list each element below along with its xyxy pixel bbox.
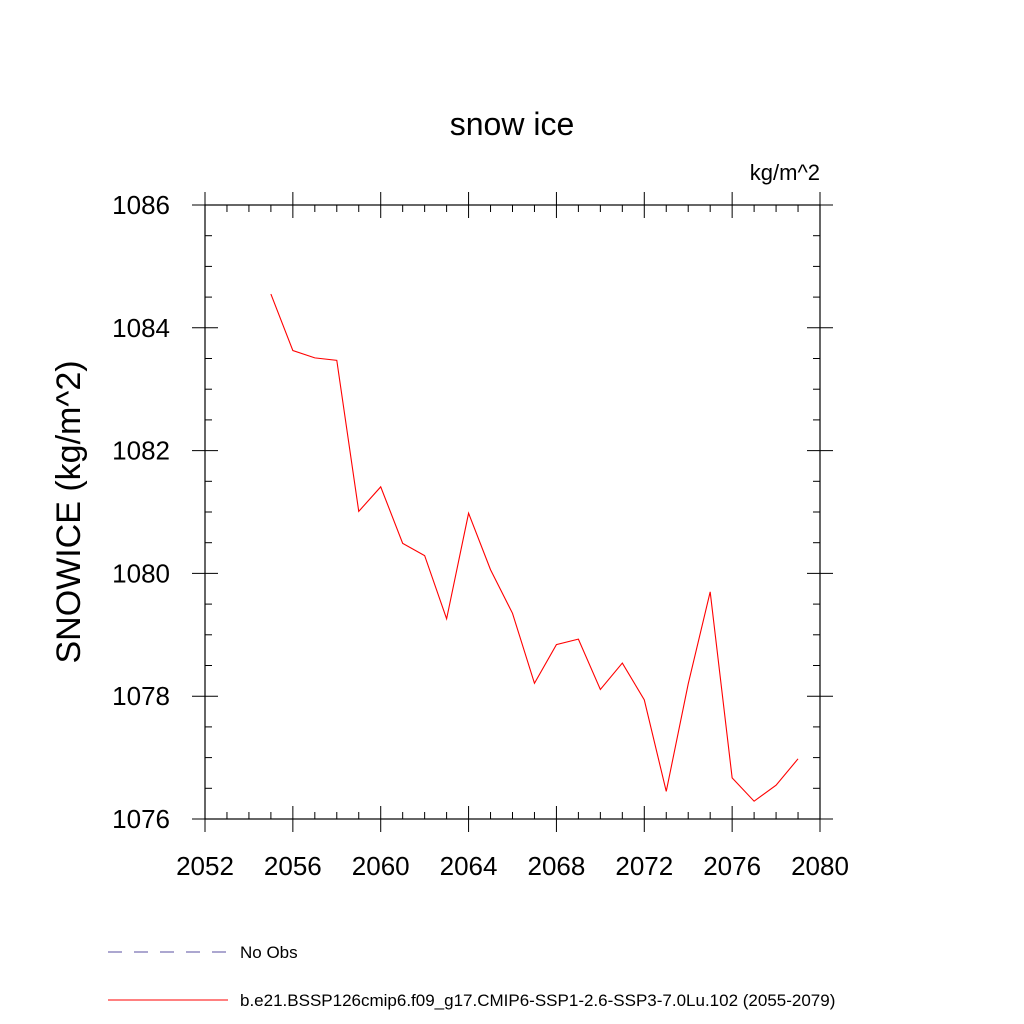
x-tick-label: 2076	[703, 851, 761, 881]
series-lines	[270, 293, 799, 802]
chart-title: snow ice	[450, 106, 575, 142]
series-line-1	[270, 293, 799, 802]
y-tick-label: 1086	[112, 190, 170, 220]
x-tick-label: 2052	[176, 851, 234, 881]
axis-ticks	[192, 192, 833, 832]
x-tick-label: 2068	[528, 851, 586, 881]
x-tick-label: 2060	[352, 851, 410, 881]
y-tick-label: 1078	[112, 681, 170, 711]
x-tick-label: 2064	[440, 851, 498, 881]
x-tick-label: 2072	[615, 851, 673, 881]
x-tick-label: 2080	[791, 851, 849, 881]
x-tick-label: 2056	[264, 851, 322, 881]
y-tick-label: 1076	[112, 804, 170, 834]
y-tick-label: 1080	[112, 558, 170, 588]
y-tick-label: 1084	[112, 313, 170, 343]
legend-label-0: No Obs	[240, 943, 298, 962]
tick-labels: 2052 2056 2060 2064 2068 2072 2076 2080 1076 1078…	[112, 190, 849, 881]
legend-label-1: b.e21.BSSP126cmip6.f09_g17.CMIP6-SSP1-2.…	[240, 991, 835, 1010]
plot-frame	[204, 204, 821, 820]
y-axis-label: SNOWICE (kg/m^2)	[50, 360, 88, 663]
legend: No Obs b.e21.BSSP126cmip6.f09_g17.CMIP6-S…	[108, 943, 835, 1010]
units-label: kg/m^2	[750, 160, 820, 185]
y-tick-label: 1082	[112, 436, 170, 466]
